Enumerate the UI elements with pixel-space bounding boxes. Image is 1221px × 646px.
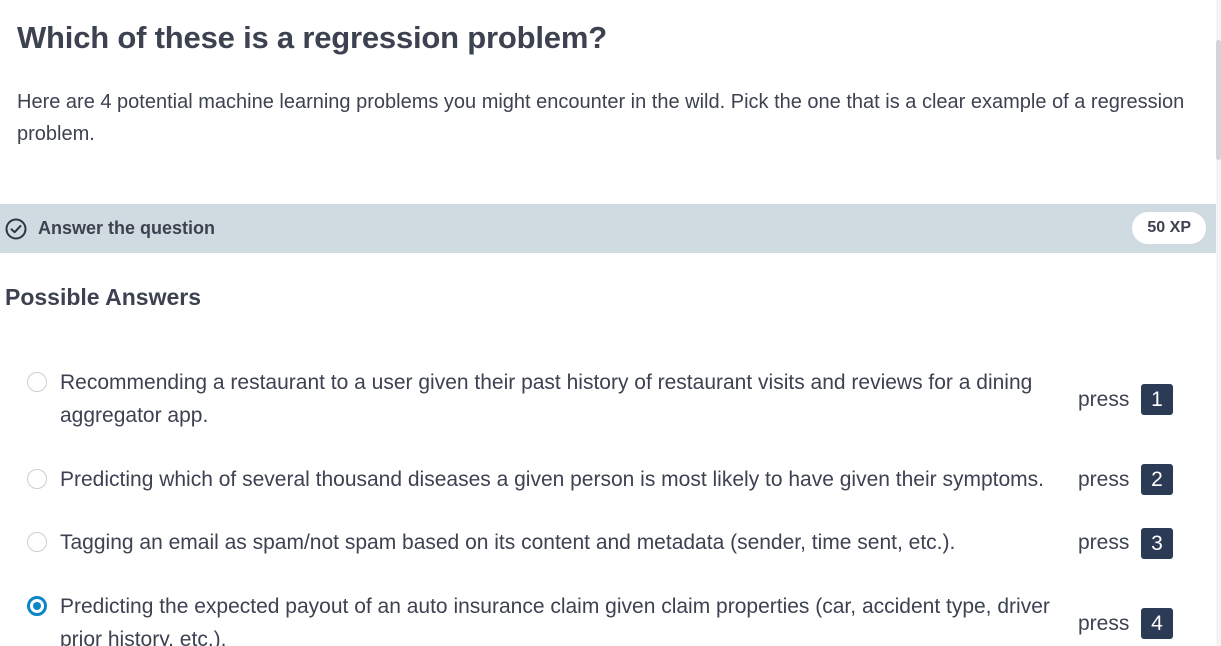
answer-option-3[interactable]: Tagging an email as spam/not spam based … xyxy=(0,526,1216,560)
task-bar: Answer the question 50 XP xyxy=(0,204,1216,253)
radio-button[interactable] xyxy=(27,469,47,489)
radio-button[interactable] xyxy=(27,372,47,392)
answer-option-4[interactable]: Predicting the expected payout of an aut… xyxy=(0,590,1216,646)
radio-button[interactable] xyxy=(27,532,47,552)
answers-heading: Possible Answers xyxy=(5,284,202,310)
xp-badge: 50 XP xyxy=(1132,212,1206,244)
key-shortcut-badge: 4 xyxy=(1141,608,1173,639)
key-shortcut-badge: 3 xyxy=(1141,528,1173,559)
answer-text: Predicting the expected payout of an aut… xyxy=(60,595,1050,646)
answer-option-1[interactable]: Recommending a restaurant to a user give… xyxy=(0,366,1216,436)
answer-text: Recommending a restaurant to a user give… xyxy=(60,371,1033,427)
press-label: press xyxy=(1078,468,1130,491)
task-label: Answer the question xyxy=(38,218,216,238)
key-shortcut-badge: 1 xyxy=(1141,384,1173,415)
press-label: press xyxy=(1078,612,1130,635)
question-title: Which of these is a regression problem? xyxy=(17,20,607,55)
scrollbar-thumb[interactable] xyxy=(1216,40,1221,160)
scrollbar[interactable] xyxy=(1216,0,1221,646)
key-shortcut-badge: 2 xyxy=(1141,464,1173,495)
question-description: Here are 4 potential machine learning pr… xyxy=(17,91,1185,145)
answer-text: Tagging an email as spam/not spam based … xyxy=(60,531,956,554)
press-label: press xyxy=(1078,388,1130,411)
radio-button-selected[interactable] xyxy=(27,596,47,616)
check-circle-icon xyxy=(5,218,27,240)
answer-option-2[interactable]: Predicting which of several thousand dis… xyxy=(0,463,1216,497)
press-label: press xyxy=(1078,531,1130,554)
answer-text: Predicting which of several thousand dis… xyxy=(60,468,1044,491)
